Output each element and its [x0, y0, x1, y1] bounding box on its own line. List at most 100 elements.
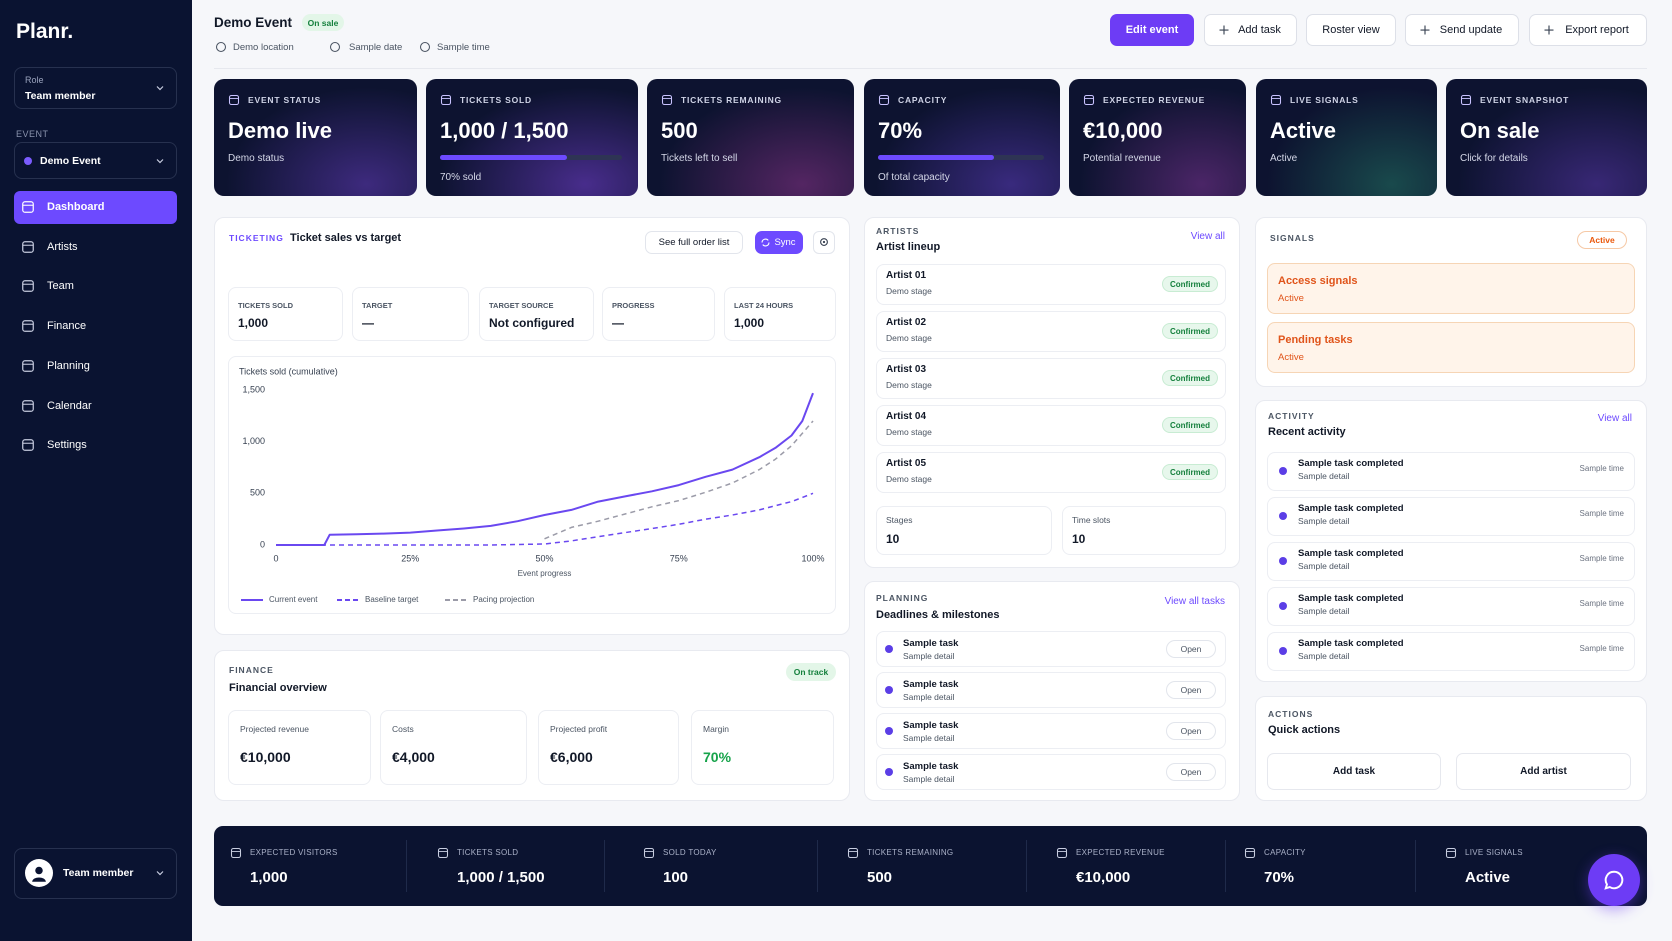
- nav-label[interactable]: Dashboard: [47, 201, 105, 213]
- finance-stat-value: €6,000: [550, 749, 593, 765]
- footer-icon: [847, 847, 859, 859]
- task-detail: Sample detail: [903, 732, 955, 743]
- activity-time: Sample time: [1579, 644, 1624, 653]
- icon-part: [437, 847, 449, 859]
- header-button[interactable]: Add task: [1204, 14, 1297, 46]
- artist-row: [876, 452, 1226, 493]
- artist-stat-value: 10: [886, 532, 900, 546]
- task-dot: [885, 645, 893, 653]
- nav-label[interactable]: Artists: [47, 240, 78, 253]
- order-list-button[interactable]: See full order list: [645, 231, 743, 254]
- action-button[interactable]: Add artist: [1456, 753, 1631, 790]
- kpi-card: [426, 79, 638, 196]
- action-button[interactable]: Add task: [1267, 753, 1441, 790]
- actions-title: Quick actions: [1268, 724, 1341, 736]
- kpi-value: Demo live: [228, 118, 332, 143]
- icon-part: [1219, 25, 1229, 35]
- planning-link[interactable]: View all tasks: [1164, 596, 1225, 607]
- icon-part: [329, 41, 341, 53]
- ticket-stat-label: LAST 24 HOURS: [734, 300, 794, 310]
- activity-time: Sample time: [1579, 464, 1624, 473]
- chart-card: [228, 356, 836, 614]
- icon-part: [22, 359, 34, 372]
- event-dot: [24, 157, 32, 165]
- kpi-label: EVENT SNAPSHOT: [1480, 94, 1570, 105]
- artists-link[interactable]: View all: [1190, 231, 1225, 242]
- task-name: Sample task: [903, 637, 959, 649]
- sync-icon: [761, 238, 770, 247]
- activity-title-text: Sample task completed: [1298, 547, 1404, 559]
- signal-status: Active: [1278, 351, 1304, 363]
- ticket-stat-value: Not configured: [489, 316, 575, 330]
- finance-stat: [538, 710, 679, 785]
- nav-icon: [22, 439, 34, 452]
- ticket-stat: [228, 287, 343, 341]
- legend-label: Baseline target: [365, 595, 419, 604]
- ticketing-eyebrow: TICKETING: [229, 232, 284, 243]
- activity-title-text: Sample task completed: [1298, 502, 1404, 514]
- footer-icon: [437, 847, 449, 859]
- nav-label[interactable]: Settings: [47, 439, 87, 452]
- footer-bar: [214, 826, 1647, 906]
- nav-label[interactable]: Calendar: [47, 399, 92, 412]
- chat-button[interactable]: [1588, 854, 1640, 906]
- activity-link[interactable]: View all: [1597, 413, 1632, 424]
- task-detail: Sample detail: [903, 773, 955, 784]
- header-button[interactable]: Roster view: [1306, 14, 1396, 46]
- button-icon: [1420, 25, 1430, 35]
- task-dot: [885, 768, 893, 776]
- x-tick-label: 25%: [401, 553, 419, 563]
- signal-status: Active: [1278, 292, 1304, 304]
- meta-location: Demo location: [233, 41, 294, 53]
- nav-icon: [22, 359, 34, 372]
- ticket-stat: [724, 287, 836, 341]
- event-select[interactable]: [14, 142, 177, 179]
- finance-stat-label: Costs: [392, 723, 414, 734]
- activity-title: Recent activity: [1268, 426, 1346, 438]
- activity-dot: [1279, 467, 1287, 475]
- y-tick-label: 1,500: [242, 384, 265, 394]
- activity-detail: Sample detail: [1298, 470, 1350, 481]
- role-select[interactable]: [14, 67, 177, 109]
- kpi-icon: [878, 94, 890, 106]
- icon-part: [1460, 94, 1472, 106]
- nav-label[interactable]: Team: [47, 280, 74, 293]
- activity-eyebrow: ACTIVITY: [1268, 410, 1315, 421]
- icon-part: [643, 847, 655, 859]
- kpi-caption: Active: [1270, 153, 1298, 164]
- artist-status: Confirmed: [1162, 417, 1218, 433]
- nav-icon: [22, 201, 34, 213]
- icon-part: [22, 320, 34, 332]
- legend-label: Current event: [269, 595, 318, 604]
- artists-eyebrow: ARTISTS: [876, 225, 920, 236]
- finance-stat: [691, 710, 834, 785]
- activity-dot: [1279, 602, 1287, 610]
- finance-eyebrow: FINANCE: [229, 664, 274, 675]
- kpi-label: CAPACITY: [898, 94, 948, 105]
- nav-label[interactable]: Finance: [47, 320, 87, 333]
- user-box[interactable]: [14, 848, 177, 899]
- sync-button[interactable]: Sync: [755, 231, 803, 254]
- nav-label[interactable]: Planning: [47, 359, 90, 372]
- x-axis-label: Event progress: [518, 569, 572, 578]
- user-name: Team member: [63, 866, 134, 879]
- progress-fill: [440, 155, 568, 160]
- kpi-value: 70%: [878, 118, 923, 143]
- kpi-card[interactable]: [1446, 79, 1647, 196]
- finance-status: On track: [786, 663, 836, 681]
- activity-detail: Sample detail: [1298, 515, 1350, 526]
- artist-stat-label: Time slots: [1072, 514, 1111, 525]
- artist-status: Confirmed: [1162, 464, 1218, 480]
- kpi-caption: Click for details: [1460, 153, 1528, 164]
- actions-eyebrow: ACTIONS: [1268, 708, 1314, 719]
- artist-name: Artist 03: [886, 364, 927, 375]
- ticket-stat-value: —: [362, 316, 374, 330]
- kpi-caption: Demo status: [228, 153, 285, 164]
- kpi-label: TICKETS REMAINING: [681, 94, 782, 105]
- x-tick-label: 100%: [801, 553, 824, 563]
- footer-label: EXPECTED REVENUE: [1076, 848, 1165, 857]
- icon-part: [1056, 847, 1068, 859]
- icon-part: [661, 94, 673, 106]
- icon-part: [156, 159, 164, 164]
- header-button[interactable]: Edit event: [1110, 14, 1194, 46]
